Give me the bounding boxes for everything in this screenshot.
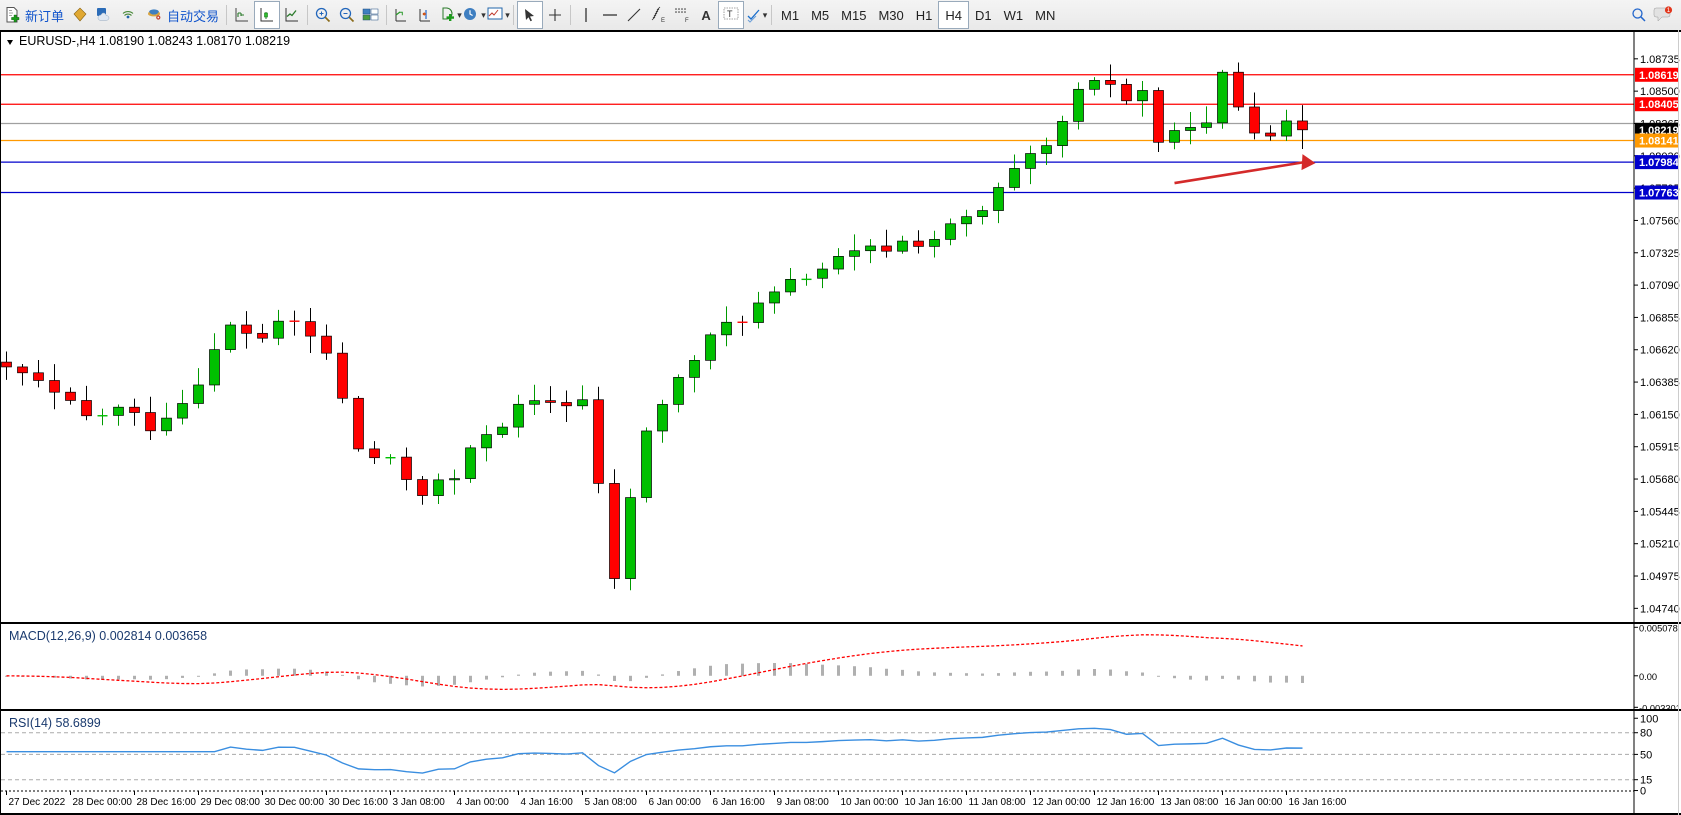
svg-text:1.06620: 1.06620 (1640, 345, 1680, 357)
svg-text:16 Jan 00:00: 16 Jan 00:00 (1225, 797, 1283, 808)
svg-text:6 Jan 16:00: 6 Jan 16:00 (713, 797, 766, 808)
svg-text:28 Dec 16:00: 28 Dec 16:00 (137, 797, 197, 808)
svg-text:1: 1 (1667, 7, 1671, 14)
svg-text:1.04975: 1.04975 (1640, 571, 1680, 583)
svg-text:1.08500: 1.08500 (1640, 86, 1680, 98)
svg-text:27 Dec 2022: 27 Dec 2022 (9, 797, 66, 808)
svg-text:1.06855: 1.06855 (1640, 312, 1680, 324)
svg-text:12 Jan 16:00: 12 Jan 16:00 (1097, 797, 1155, 808)
svg-text:1.07325: 1.07325 (1640, 248, 1680, 260)
svg-text:RSI(14) 58.6899: RSI(14) 58.6899 (9, 716, 101, 730)
svg-text:1.05915: 1.05915 (1640, 442, 1680, 454)
svg-text:50: 50 (1640, 749, 1652, 761)
svg-text:1.07090: 1.07090 (1640, 280, 1680, 292)
svg-text:1.05680: 1.05680 (1640, 474, 1680, 486)
svg-text:4 Jan 00:00: 4 Jan 00:00 (457, 797, 510, 808)
svg-text:1.04740: 1.04740 (1640, 603, 1680, 615)
svg-text:1.08735: 1.08735 (1640, 54, 1680, 66)
svg-text:6 Jan 00:00: 6 Jan 00:00 (649, 797, 702, 808)
svg-text:EURUSD-,H4 1.08190 1.08243 1.: EURUSD-,H4 1.08190 1.08243 1.08170 1.082… (19, 34, 290, 48)
svg-text:0.005078: 0.005078 (1639, 624, 1678, 633)
svg-text:0: 0 (1640, 786, 1646, 798)
svg-text:1.06385: 1.06385 (1640, 377, 1680, 389)
svg-text:F: F (685, 18, 689, 24)
svg-text:E: E (661, 18, 665, 24)
svg-text:28 Dec 00:00: 28 Dec 00:00 (73, 797, 133, 808)
svg-text:13 Jan 08:00: 13 Jan 08:00 (1161, 797, 1219, 808)
svg-text:1.08141: 1.08141 (1639, 136, 1679, 148)
svg-text:9 Jan 08:00: 9 Jan 08:00 (777, 797, 830, 808)
svg-text:29 Dec 08:00: 29 Dec 08:00 (201, 797, 261, 808)
svg-text:4 Jan 16:00: 4 Jan 16:00 (521, 797, 574, 808)
svg-text:80: 80 (1640, 728, 1652, 740)
svg-text:12 Jan 00:00: 12 Jan 00:00 (1033, 797, 1091, 808)
svg-text:MACD(12,26,9) 0.002814 0.00365: MACD(12,26,9) 0.002814 0.003658 (9, 629, 207, 643)
svg-text:5 Jan 08:00: 5 Jan 08:00 (585, 797, 638, 808)
svg-text:3 Jan 08:00: 3 Jan 08:00 (393, 797, 446, 808)
svg-text:10 Jan 16:00: 10 Jan 16:00 (905, 797, 963, 808)
svg-text:1.08405: 1.08405 (1639, 99, 1679, 111)
svg-text:1.06150: 1.06150 (1640, 409, 1680, 421)
svg-text:30 Dec 00:00: 30 Dec 00:00 (265, 797, 325, 808)
svg-text:16 Jan 16:00: 16 Jan 16:00 (1289, 797, 1347, 808)
svg-text:10 Jan 00:00: 10 Jan 00:00 (841, 797, 899, 808)
svg-text:11 Jan 08:00: 11 Jan 08:00 (969, 797, 1027, 808)
svg-text:1.05445: 1.05445 (1640, 506, 1680, 518)
svg-text:-0.003301: -0.003301 (1639, 703, 1681, 711)
svg-text:1.07763: 1.07763 (1639, 188, 1679, 200)
svg-text:100: 100 (1640, 713, 1658, 725)
svg-text:30 Dec 16:00: 30 Dec 16:00 (329, 797, 389, 808)
svg-text:1.08619: 1.08619 (1639, 70, 1679, 82)
svg-text:1.07560: 1.07560 (1640, 215, 1680, 227)
svg-text:1.05210: 1.05210 (1640, 539, 1680, 551)
svg-text:0.00: 0.00 (1639, 672, 1657, 682)
svg-text:1.07984: 1.07984 (1639, 157, 1680, 169)
svg-text:T: T (727, 9, 733, 19)
